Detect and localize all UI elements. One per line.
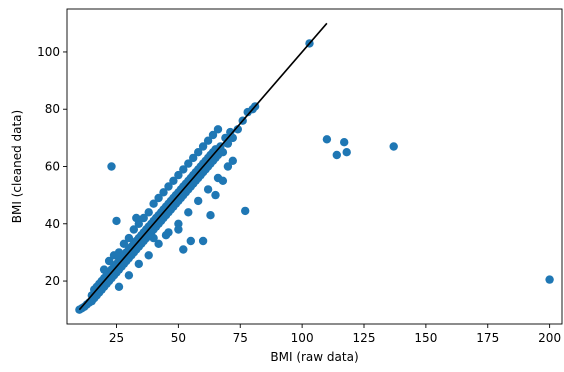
data-point <box>124 271 134 280</box>
data-point <box>129 225 138 234</box>
data-point <box>139 213 148 223</box>
data-point <box>342 148 351 157</box>
data-point <box>132 213 141 223</box>
data-point <box>208 130 218 140</box>
data-point <box>149 199 158 208</box>
data-point <box>179 245 188 254</box>
data-point <box>179 165 188 174</box>
y-tick-label: 20 <box>45 274 60 288</box>
data-point <box>119 239 129 248</box>
data-point <box>194 196 203 206</box>
data-point <box>114 248 124 257</box>
x-tick-label: 200 <box>538 331 561 345</box>
x-tick-label: 75 <box>233 331 248 345</box>
data-point <box>161 231 171 240</box>
y-tick-label: 80 <box>45 102 60 116</box>
data-point <box>154 193 163 203</box>
x-tick-label: 25 <box>109 331 124 345</box>
axes-frame <box>66 8 563 325</box>
data-point <box>154 239 163 248</box>
data-point <box>203 136 213 145</box>
x-tick-label: 50 <box>171 331 186 345</box>
data-point <box>189 153 198 163</box>
data-point <box>198 236 208 246</box>
x-tick-label: 175 <box>476 331 499 345</box>
data-point <box>124 233 134 243</box>
data-point <box>223 139 233 148</box>
y-tick-label: 100 <box>37 45 60 59</box>
data-point <box>389 142 398 151</box>
data-point <box>241 206 250 216</box>
data-point <box>144 251 153 260</box>
data-point <box>332 150 341 160</box>
data-point <box>184 159 193 168</box>
x-tick-label: 125 <box>353 331 376 345</box>
data-point <box>233 125 242 134</box>
data-point <box>186 236 195 246</box>
data-point <box>213 125 223 134</box>
data-point <box>228 156 237 165</box>
y-tick-label: 60 <box>45 160 60 174</box>
data-point <box>169 176 178 185</box>
data-point <box>134 259 143 269</box>
data-point <box>112 216 121 226</box>
data-point <box>322 135 332 144</box>
y-axis-label: BMI (cleaned data) <box>10 110 24 223</box>
axes: 25 50 75 100 125 150 175 200 20 40 60 80 100 <box>37 8 563 345</box>
data-point <box>164 182 173 191</box>
data-point <box>198 142 208 151</box>
plot-area <box>75 22 554 314</box>
data-point <box>184 208 193 217</box>
data-point <box>159 188 168 197</box>
data-point <box>218 148 228 157</box>
data-point <box>545 275 554 284</box>
data-point <box>174 225 183 234</box>
x-tick-label: 150 <box>414 331 437 345</box>
data-point <box>114 282 124 291</box>
reference-line <box>78 22 328 311</box>
data-point <box>174 170 183 180</box>
data-point <box>149 233 158 243</box>
y-tick-label: 40 <box>45 217 60 231</box>
data-point <box>144 208 153 217</box>
data-point <box>203 185 213 194</box>
data-point <box>99 265 109 274</box>
data-point <box>194 148 203 157</box>
x-axis-label: BMI (raw data) <box>270 350 358 364</box>
data-point <box>104 256 114 266</box>
data-point <box>206 211 215 220</box>
x-tick-label: 100 <box>291 331 314 345</box>
data-point <box>340 138 349 147</box>
data-point <box>211 190 220 200</box>
data-point <box>107 162 116 171</box>
data-point <box>218 176 228 185</box>
data-point <box>223 162 233 171</box>
